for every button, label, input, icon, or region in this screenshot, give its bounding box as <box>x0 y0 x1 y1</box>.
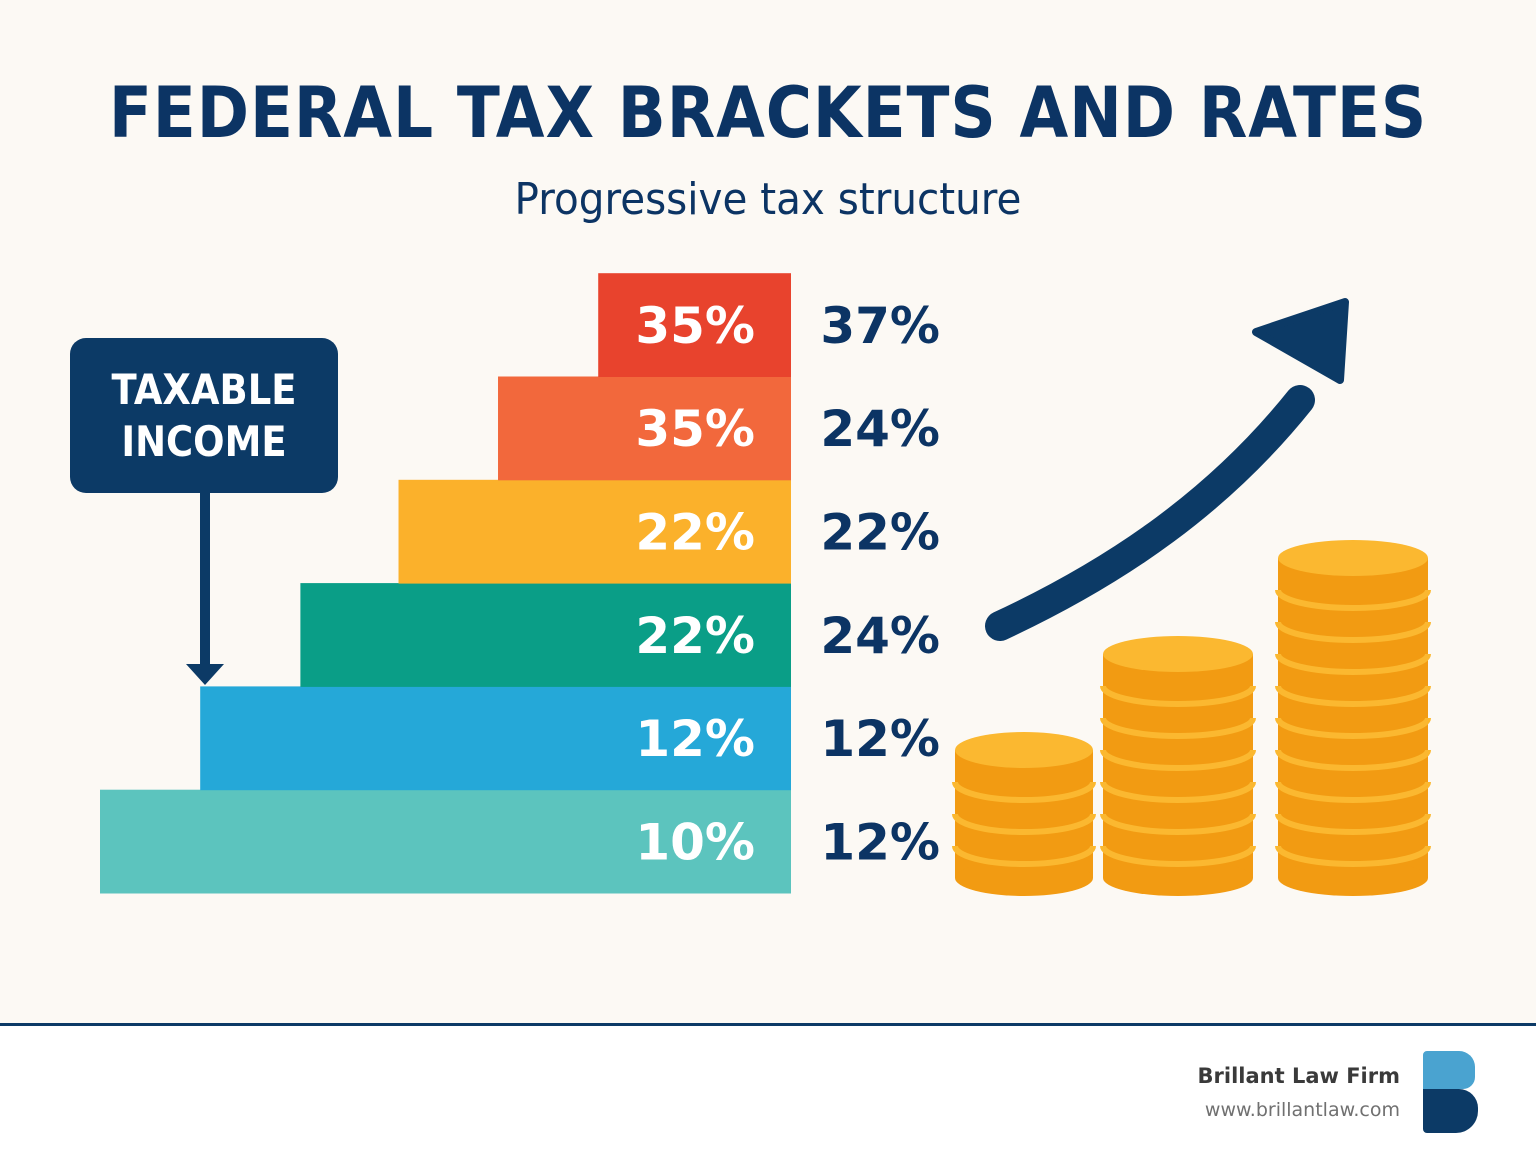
labels-layer: 10% 12% 12% 12% 22% 24% 22% 22% 35% 24% 35% 37% <box>635 297 940 871</box>
side-rate-label: 22% <box>820 503 940 561</box>
bracket-bar-3 <box>300 583 791 687</box>
taxable-income-label: TAXABLE INCOME <box>70 338 338 493</box>
bar-rate-label: 35% <box>635 400 755 458</box>
brand-name: Brillant Law Firm <box>1197 1064 1400 1088</box>
bracket-bar-1 <box>100 789 791 894</box>
side-rate-label: 12% <box>820 710 940 768</box>
bar-rate-label: 22% <box>635 503 755 561</box>
bars-layer <box>100 273 791 894</box>
income-label-line2: INCOME <box>121 416 287 466</box>
bracket-bar-2 <box>200 686 791 791</box>
brand-url[interactable]: www.brillantlaw.com <box>1204 1099 1400 1121</box>
letter-b-logo-icon <box>1423 1051 1478 1133</box>
page-subtitle: Progressive tax structure <box>514 174 1022 225</box>
income-down-arrow-icon <box>186 490 224 685</box>
side-rate-label: 24% <box>820 607 940 665</box>
side-rate-label: 12% <box>820 813 940 871</box>
tax-bracket-chart: 10% 12% 12% 12% 22% 24% 22% 22% 35% 24% 35% 37% <box>100 273 1431 896</box>
bar-rate-label: 10% <box>635 813 755 871</box>
bar-rate-label: 12% <box>635 710 755 768</box>
footer <box>0 1026 1536 1154</box>
side-rate-label: 24% <box>820 400 940 458</box>
income-label-line1: TAXABLE <box>111 364 297 414</box>
bar-rate-label: 22% <box>635 607 755 665</box>
footer-divider <box>0 1023 1536 1026</box>
side-rate-label: 37% <box>820 297 940 355</box>
bracket-bar-6 <box>598 273 791 377</box>
bar-rate-label: 35% <box>635 297 755 355</box>
bracket-bar-4 <box>398 479 791 584</box>
coin-stacks-icon <box>952 540 1431 896</box>
coin-stack-1 <box>952 732 1096 896</box>
coin-stack-2 <box>1100 636 1256 896</box>
coin-stack-3 <box>1275 540 1431 896</box>
trend-up-arrow-icon <box>985 298 1349 641</box>
bracket-bar-5 <box>498 376 791 481</box>
page-title: FEDERAL TAX BRACKETS AND RATES <box>108 72 1428 154</box>
